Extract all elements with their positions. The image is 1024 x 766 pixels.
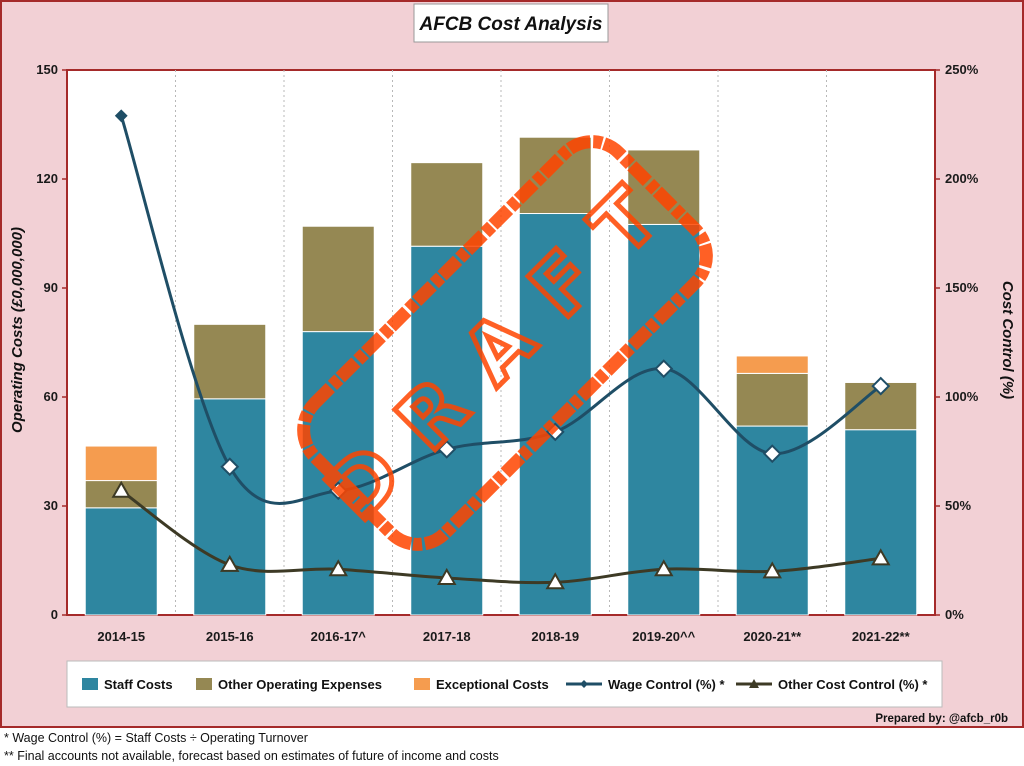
y2-tick-label: 150% [945,280,979,295]
y2-tick-label: 250% [945,62,979,77]
marker-other-cost-control [762,561,782,579]
bar-other-operating-expenses [627,149,701,225]
marker-wage-control [114,109,128,123]
credit: Prepared by: @afcb_r0b [875,713,1008,725]
y-tick-label: 30 [44,498,58,513]
marker-other-cost-control [220,554,240,572]
marker-other-cost-control [111,480,131,498]
x-tick-label: 2020-21** [743,629,802,644]
bar-other-operating-expenses [735,372,809,427]
x-tick-label: 2021-22** [852,629,911,644]
legend-label-exceptional-costs: Exceptional Costs [436,677,549,692]
x-tick-label: 2016-17^ [311,629,367,644]
chart-title: AFCB Cost Analysis [419,14,603,35]
bar-other-operating-expenses [193,323,267,400]
y-tick-label: 120 [36,171,58,186]
grid [175,70,827,615]
y-tick-label: 150 [36,62,58,77]
bar-exceptional-costs [84,445,158,482]
legend-label-other-cost-control: Other Cost Control (%) * [778,677,928,692]
bar-other-operating-expenses [301,225,375,333]
x-tick-label: 2019-20^^ [632,629,695,644]
footnote-wage-control: * Wage Control (%) = Staff Costs ÷ Opera… [4,731,308,745]
marker-other-cost-control [328,559,348,577]
marker-wage-control [871,376,891,396]
bar-staff-costs [193,398,267,616]
legend-swatch-staff-costs [82,678,98,690]
x-axis: 2014-15 2015-16 2016-17^ 2017-18 2018-19 2019… [97,629,910,644]
line-wage-control [119,115,882,505]
legend: Staff Costs Other Operating Expenses Excep… [82,677,928,692]
y-axis-left: 0 30 60 90 120 150 [36,62,67,622]
bar-staff-costs [844,429,918,616]
legend-label-staff-costs: Staff Costs [104,677,173,692]
x-tick-label: 2015-16 [206,629,254,644]
x-tick-label: 2018-19 [531,629,579,644]
bar-staff-costs [410,245,484,616]
legend-label-other-operating-expenses: Other Operating Expenses [218,677,382,692]
bar-exceptional-costs [735,355,809,374]
marker-other-cost-control [545,572,565,590]
bar-other-operating-expenses [410,162,484,247]
x-tick-label: 2017-18 [423,629,471,644]
draft-stamp-border [297,135,713,551]
legend-swatch-other-operating-expenses [196,678,212,690]
legend-swatch-exceptional-costs [414,678,430,690]
y-tick-label: 90 [44,280,58,295]
y-tick-label: 60 [44,389,58,404]
marker-wage-control [762,444,782,464]
y2-tick-label: 0% [945,607,964,622]
legend-marker-wage-control [580,680,588,688]
footnote-forecast: ** Final accounts not available, forecas… [4,749,499,763]
marker-wage-control [654,359,674,379]
marker-other-cost-control [654,559,674,577]
y2-tick-label: 200% [945,171,979,186]
legend-box [66,660,943,708]
marker-other-cost-control [871,548,891,566]
y2-axis-title: Cost Control (%) [999,281,1016,399]
y2-tick-label: 50% [945,498,971,513]
x-tick-label: 2014-15 [97,629,145,644]
bar-staff-costs [84,507,158,616]
y-tick-label: 0 [51,607,58,622]
lines [111,109,891,590]
legend-label-wage-control: Wage Control (%) * [608,677,725,692]
y-axis-right: 0% 50% 100% 150% 200% 250% [935,62,979,622]
y2-tick-label: 100% [945,389,979,404]
y-axis-title: Operating Costs (£0,000,000) [9,227,26,433]
marker-wage-control [220,457,240,477]
title-box [413,3,609,43]
marker-other-cost-control [437,567,457,585]
legend-marker-other-cost-control [749,679,759,688]
chart: AFCB Cost Analysis 0 30 60 90 120 150 0% 50% 10… [0,0,1024,728]
marker-wage-control [437,439,457,459]
